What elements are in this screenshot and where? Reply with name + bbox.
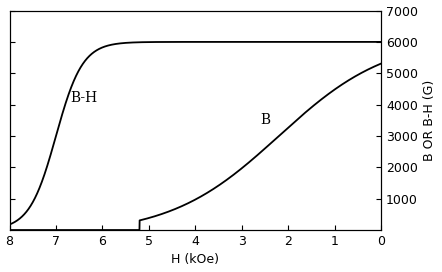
Y-axis label: B OR B-H (G): B OR B-H (G) xyxy=(423,80,436,161)
Text: B-H: B-H xyxy=(70,91,97,105)
X-axis label: H (kOe): H (kOe) xyxy=(171,254,219,267)
Text: B: B xyxy=(260,113,270,127)
